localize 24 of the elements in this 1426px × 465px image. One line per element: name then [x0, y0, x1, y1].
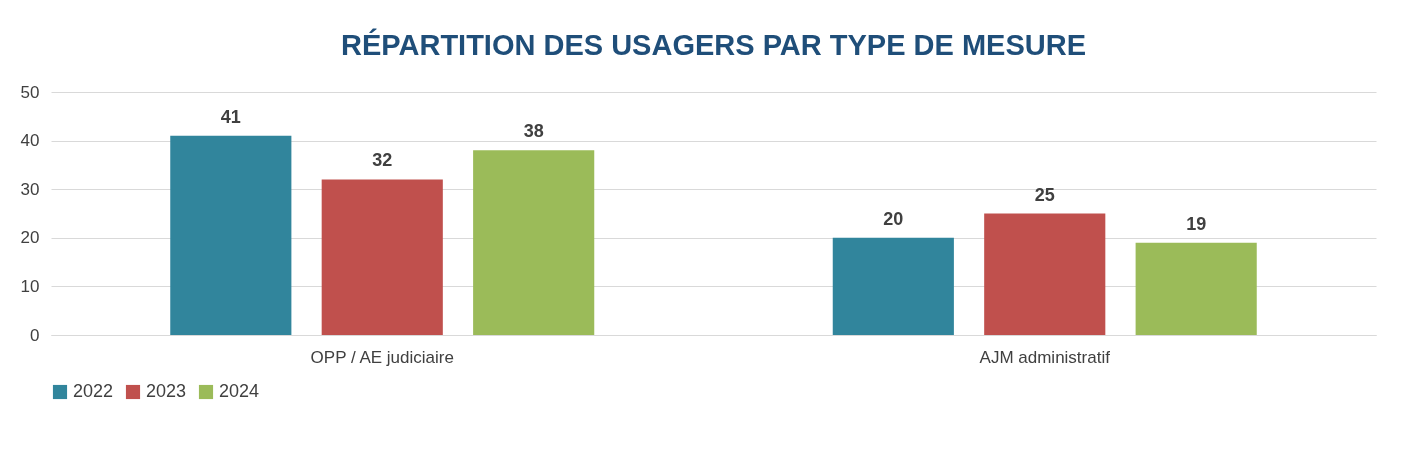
data-label: 25 [1034, 184, 1055, 205]
chart-title: RÉPARTITION DES USAGERS PAR TYPE DE MESURE [341, 28, 1086, 61]
y-tick-label: 40 [20, 131, 40, 151]
x-tick-label: AJM administratif [979, 347, 1111, 367]
y-tick-label: 20 [20, 228, 40, 248]
y-tick-label: 0 [30, 325, 40, 345]
bar [170, 135, 292, 335]
y-tick-label: 10 [20, 276, 40, 296]
y-tick-label: 50 [20, 82, 40, 102]
bar [832, 237, 954, 335]
bar [321, 179, 443, 335]
data-label: 20 [883, 208, 904, 229]
data-label: 19 [1186, 213, 1207, 234]
legend-label: 2024 [219, 381, 260, 401]
data-label: 41 [220, 106, 241, 127]
data-label: 32 [372, 150, 393, 171]
bar [473, 150, 595, 335]
bar [1135, 242, 1257, 335]
data-label: 38 [523, 121, 544, 142]
bar [984, 213, 1106, 335]
legend-label: 2023 [146, 381, 187, 401]
x-tick-label: OPP / AE judiciaire [310, 347, 454, 367]
legend-label: 2022 [73, 381, 114, 401]
y-tick-label: 30 [20, 179, 40, 199]
